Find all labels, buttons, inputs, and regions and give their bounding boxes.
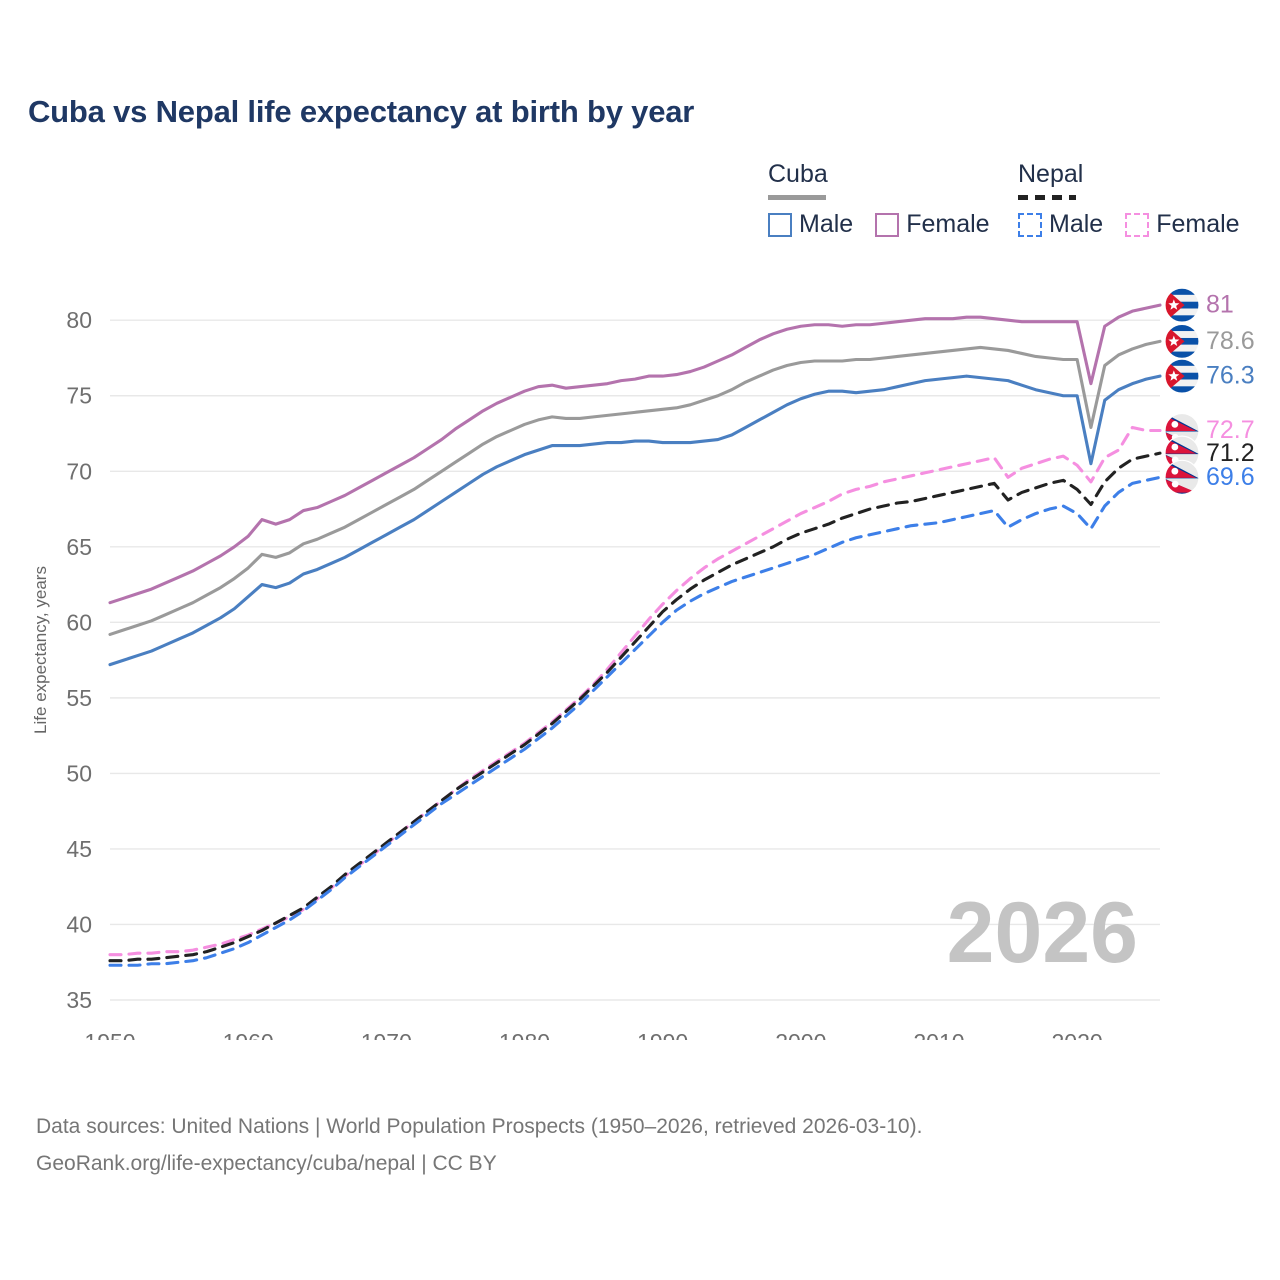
series-line-cuba-male bbox=[108, 374, 1162, 667]
series-end-labels: 81 78.6 76.3 72.771.269.6 bbox=[1164, 287, 1255, 495]
cuba-flag-icon bbox=[1164, 287, 1200, 323]
gridlines bbox=[110, 319, 1160, 1001]
y-tick-label: 40 bbox=[66, 911, 92, 937]
x-tick-label: 2010 bbox=[913, 1029, 964, 1040]
x-tick-label: 1950 bbox=[84, 1029, 135, 1040]
series-line-nepal-total bbox=[108, 451, 1162, 963]
legend-label-cuba-male: Male bbox=[799, 210, 854, 238]
legend-label-nepal-female: Female bbox=[1156, 210, 1240, 238]
y-tick-label: 70 bbox=[66, 458, 92, 484]
series-line-nepal-male bbox=[108, 475, 1162, 967]
series-line-nepal-female bbox=[108, 425, 1162, 957]
line-chart: 35 40 45 50 55 60 65 70 75 80 1950 1960 1970 1980 199… bbox=[31, 287, 1255, 1040]
chart-footer: Data sources: United Nations | World Pop… bbox=[36, 1108, 922, 1182]
legend-country-nepal: Nepal bbox=[1018, 160, 1084, 188]
series-line-cuba-female bbox=[108, 303, 1162, 605]
legend-country-cuba: Cuba bbox=[768, 160, 828, 188]
x-tick-label: 1990 bbox=[637, 1029, 688, 1040]
end-label-cuba-male: 76.3 bbox=[1206, 362, 1255, 390]
year-watermark: 2026 bbox=[947, 885, 1138, 981]
legend-label-nepal-male: Male bbox=[1049, 210, 1104, 238]
y-tick-label: 75 bbox=[66, 383, 92, 409]
y-axis-ticks: 35 40 45 50 55 60 65 70 75 80 bbox=[66, 307, 92, 1013]
y-tick-label: 65 bbox=[66, 534, 92, 560]
y-axis-title: Life expectancy, years bbox=[31, 566, 50, 734]
cuba-flag-icon bbox=[1164, 358, 1200, 394]
x-tick-label: 2020 bbox=[1052, 1029, 1103, 1040]
x-axis-ticks: 1950 1960 1970 1980 1990 2000 2010 2020 bbox=[84, 1029, 1102, 1040]
legend-item-nepal-male[interactable]: Male bbox=[1018, 210, 1103, 239]
nepal-flag-icon bbox=[1164, 459, 1200, 495]
end-label-nepal-total: 71.2 bbox=[1206, 439, 1255, 467]
x-tick-label: 1960 bbox=[223, 1029, 274, 1040]
footer-line-1: Data sources: United Nations | World Pop… bbox=[36, 1115, 923, 1138]
legend-swatch-nepal-female bbox=[1125, 212, 1150, 237]
footer-line-2: GeoRank.org/life-expectancy/cuba/nepal |… bbox=[36, 1152, 497, 1175]
series-line-cuba-total bbox=[108, 339, 1162, 636]
page-title: Cuba vs Nepal life expectancy at birth b… bbox=[28, 94, 695, 129]
plot-area: 35 40 45 50 55 60 65 70 75 80 1950 1960 1970 1980 199… bbox=[0, 250, 1280, 1040]
x-tick-label: 2000 bbox=[775, 1029, 826, 1040]
end-label-cuba-female: 81 bbox=[1206, 291, 1234, 319]
chart-legend: Cuba Male Female Nepal Male bbox=[760, 160, 1260, 242]
legend-swatch-nepal-male bbox=[1018, 212, 1042, 237]
end-label-nepal-female: 72.7 bbox=[1206, 416, 1255, 444]
legend-label-cuba-female: Female bbox=[906, 210, 990, 238]
legend-group-nepal: Nepal Male Female bbox=[1018, 160, 1240, 239]
legend-group-cuba: Cuba Male Female bbox=[768, 160, 990, 239]
legend-swatch-cuba-male bbox=[768, 212, 792, 237]
y-tick-label: 80 bbox=[66, 307, 92, 333]
cuba-flag-icon bbox=[1164, 323, 1200, 359]
y-tick-label: 45 bbox=[66, 836, 92, 862]
legend-item-cuba-female[interactable]: Female bbox=[875, 210, 990, 239]
y-tick-label: 60 bbox=[66, 609, 92, 635]
end-label-nepal-male: 69.6 bbox=[1206, 463, 1255, 491]
legend-item-cuba-male[interactable]: Male bbox=[768, 210, 853, 239]
legend-item-nepal-female[interactable]: Female bbox=[1125, 210, 1240, 239]
y-tick-label: 35 bbox=[66, 987, 92, 1013]
end-label-cuba-total: 78.6 bbox=[1206, 327, 1255, 355]
legend-swatch-cuba-female bbox=[875, 212, 900, 237]
legend-rule-nepal bbox=[1018, 195, 1076, 200]
data-series bbox=[108, 303, 1162, 967]
y-tick-label: 55 bbox=[66, 685, 92, 711]
legend-rule-cuba bbox=[768, 195, 826, 200]
y-tick-label: 50 bbox=[66, 760, 92, 786]
x-tick-label: 1980 bbox=[499, 1029, 550, 1040]
x-tick-label: 1970 bbox=[361, 1029, 412, 1040]
watermark-text: 2026 bbox=[947, 885, 1138, 981]
